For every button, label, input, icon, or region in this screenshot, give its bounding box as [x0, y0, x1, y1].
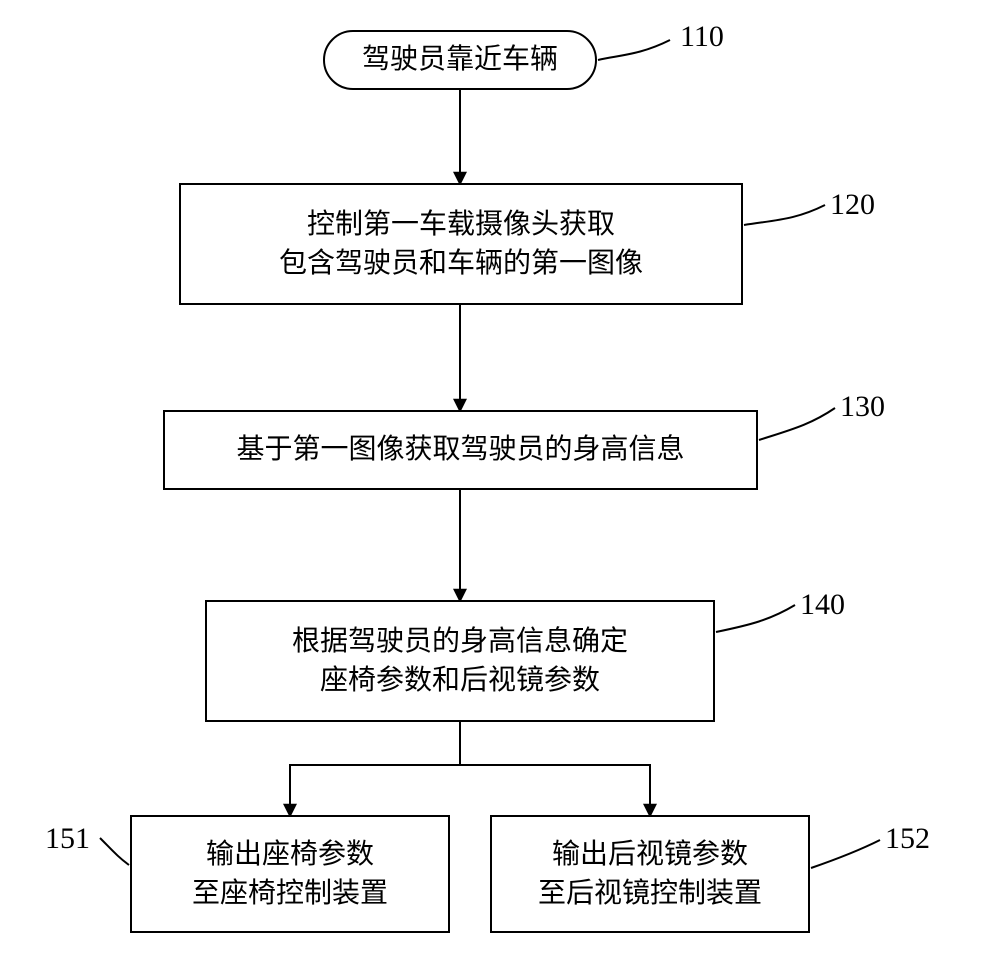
leader-line: [744, 205, 825, 225]
node-label-151: 151: [45, 822, 90, 856]
node-text: 输出座椅参数 至座椅控制装置: [192, 835, 388, 913]
node-text: 基于第一图像获取驾驶员的身高信息: [236, 430, 684, 469]
node-text: 控制第一车载摄像头获取 包含驾驶员和车辆的第一图像: [279, 205, 643, 283]
node-label-110: 110: [680, 20, 724, 54]
flowchart-node-n151: 输出座椅参数 至座椅控制装置: [130, 815, 450, 933]
node-text: 驾驶员靠近车辆: [362, 40, 558, 79]
node-text: 输出后视镜参数 至后视镜控制装置: [538, 835, 762, 913]
leader-line: [759, 408, 835, 440]
leader-line: [100, 838, 129, 865]
leader-line: [716, 605, 795, 632]
flowchart-node-n120: 控制第一车载摄像头获取 包含驾驶员和车辆的第一图像: [179, 183, 743, 305]
leader-line: [811, 840, 880, 868]
edge: [460, 765, 650, 815]
flowchart-node-n152: 输出后视镜参数 至后视镜控制装置: [490, 815, 810, 933]
node-label-152: 152: [885, 822, 930, 856]
flowchart-node-n140: 根据驾驶员的身高信息确定 座椅参数和后视镜参数: [205, 600, 715, 722]
flowchart-node-n130: 基于第一图像获取驾驶员的身高信息: [163, 410, 758, 490]
leader-line: [598, 40, 670, 60]
node-label-140: 140: [800, 588, 845, 622]
node-text: 根据驾驶员的身高信息确定 座椅参数和后视镜参数: [292, 622, 628, 700]
node-label-120: 120: [830, 188, 875, 222]
node-label-130: 130: [840, 390, 885, 424]
edge: [290, 765, 460, 815]
flowchart-node-n110: 驾驶员靠近车辆: [323, 30, 597, 90]
